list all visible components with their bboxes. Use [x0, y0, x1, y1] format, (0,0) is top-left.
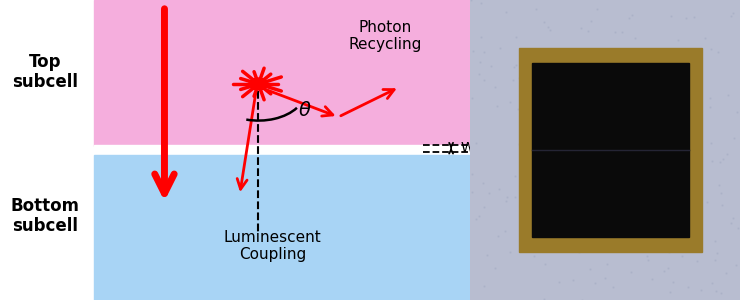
Text: Luminescent
Coupling: Luminescent Coupling [223, 230, 321, 262]
Circle shape [249, 78, 268, 90]
Bar [94, 154, 470, 300]
Text: Top
subcell: Top subcell [12, 52, 78, 92]
Bar [94, 145, 470, 152]
Text: θ: θ [298, 100, 310, 119]
Bar [519, 48, 702, 252]
Bar [94, 0, 470, 146]
Text: W: W [460, 141, 474, 155]
Text: Photon
Recycling: Photon Recycling [349, 20, 422, 52]
Bar [532, 63, 689, 237]
Text: Bottom
subcell: Bottom subcell [10, 196, 79, 236]
